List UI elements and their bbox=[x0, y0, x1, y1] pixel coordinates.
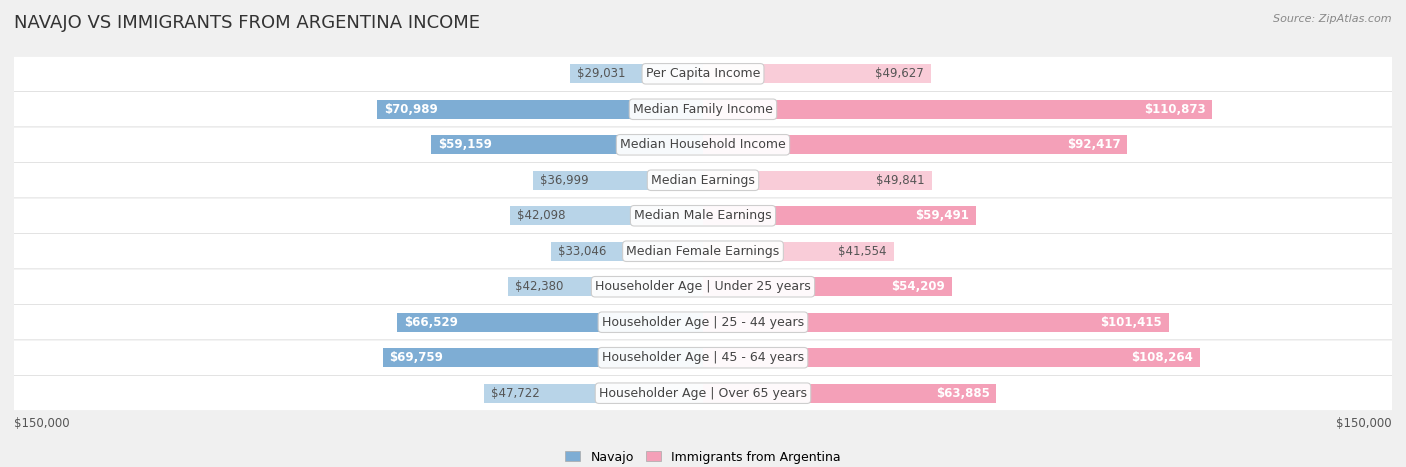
Bar bbox=[703, 384, 997, 403]
Text: $49,627: $49,627 bbox=[876, 67, 924, 80]
Bar bbox=[551, 242, 703, 261]
Text: $29,031: $29,031 bbox=[576, 67, 626, 80]
FancyBboxPatch shape bbox=[0, 375, 1406, 411]
FancyBboxPatch shape bbox=[0, 163, 1406, 198]
Bar bbox=[382, 348, 703, 367]
Bar bbox=[703, 277, 952, 296]
Text: Householder Age | Over 65 years: Householder Age | Over 65 years bbox=[599, 387, 807, 400]
Text: $59,159: $59,159 bbox=[439, 138, 492, 151]
Text: $36,999: $36,999 bbox=[540, 174, 589, 187]
Text: $41,554: $41,554 bbox=[838, 245, 887, 258]
FancyBboxPatch shape bbox=[0, 234, 1406, 269]
Text: Householder Age | 25 - 44 years: Householder Age | 25 - 44 years bbox=[602, 316, 804, 329]
Text: NAVAJO VS IMMIGRANTS FROM ARGENTINA INCOME: NAVAJO VS IMMIGRANTS FROM ARGENTINA INCO… bbox=[14, 14, 479, 32]
Text: $63,885: $63,885 bbox=[935, 387, 990, 400]
Bar bbox=[703, 242, 894, 261]
FancyBboxPatch shape bbox=[0, 269, 1406, 304]
Bar bbox=[377, 100, 703, 119]
Text: $47,722: $47,722 bbox=[491, 387, 540, 400]
Text: $33,046: $33,046 bbox=[558, 245, 606, 258]
Text: $42,098: $42,098 bbox=[516, 209, 565, 222]
Bar bbox=[509, 206, 703, 225]
Text: $101,415: $101,415 bbox=[1099, 316, 1161, 329]
Bar bbox=[432, 135, 703, 154]
Bar bbox=[533, 171, 703, 190]
FancyBboxPatch shape bbox=[0, 198, 1406, 234]
Bar bbox=[484, 384, 703, 403]
Bar bbox=[703, 64, 931, 83]
Bar bbox=[509, 277, 703, 296]
Text: Median Family Income: Median Family Income bbox=[633, 103, 773, 116]
Text: Median Household Income: Median Household Income bbox=[620, 138, 786, 151]
Text: Householder Age | Under 25 years: Householder Age | Under 25 years bbox=[595, 280, 811, 293]
FancyBboxPatch shape bbox=[0, 304, 1406, 340]
Text: Median Male Earnings: Median Male Earnings bbox=[634, 209, 772, 222]
Text: $42,380: $42,380 bbox=[515, 280, 564, 293]
Text: Per Capita Income: Per Capita Income bbox=[645, 67, 761, 80]
Text: $70,989: $70,989 bbox=[384, 103, 437, 116]
Bar bbox=[398, 313, 703, 332]
FancyBboxPatch shape bbox=[0, 340, 1406, 375]
Text: $69,759: $69,759 bbox=[389, 351, 443, 364]
Text: Median Female Earnings: Median Female Earnings bbox=[627, 245, 779, 258]
Bar bbox=[703, 171, 932, 190]
Text: Median Earnings: Median Earnings bbox=[651, 174, 755, 187]
Text: $59,491: $59,491 bbox=[915, 209, 969, 222]
Text: Householder Age | 45 - 64 years: Householder Age | 45 - 64 years bbox=[602, 351, 804, 364]
Bar bbox=[703, 348, 1201, 367]
Text: $150,000: $150,000 bbox=[1336, 417, 1392, 430]
Text: $108,264: $108,264 bbox=[1132, 351, 1194, 364]
Bar bbox=[703, 100, 1212, 119]
Text: $110,873: $110,873 bbox=[1143, 103, 1205, 116]
Legend: Navajo, Immigrants from Argentina: Navajo, Immigrants from Argentina bbox=[560, 446, 846, 467]
FancyBboxPatch shape bbox=[0, 56, 1406, 92]
Text: $92,417: $92,417 bbox=[1067, 138, 1121, 151]
Bar bbox=[703, 206, 976, 225]
Bar bbox=[569, 64, 703, 83]
FancyBboxPatch shape bbox=[0, 92, 1406, 127]
Text: $150,000: $150,000 bbox=[14, 417, 70, 430]
Text: $49,841: $49,841 bbox=[876, 174, 925, 187]
Bar bbox=[703, 135, 1128, 154]
Bar bbox=[703, 313, 1168, 332]
Text: Source: ZipAtlas.com: Source: ZipAtlas.com bbox=[1274, 14, 1392, 24]
Text: $54,209: $54,209 bbox=[891, 280, 945, 293]
Text: $66,529: $66,529 bbox=[405, 316, 458, 329]
FancyBboxPatch shape bbox=[0, 127, 1406, 163]
